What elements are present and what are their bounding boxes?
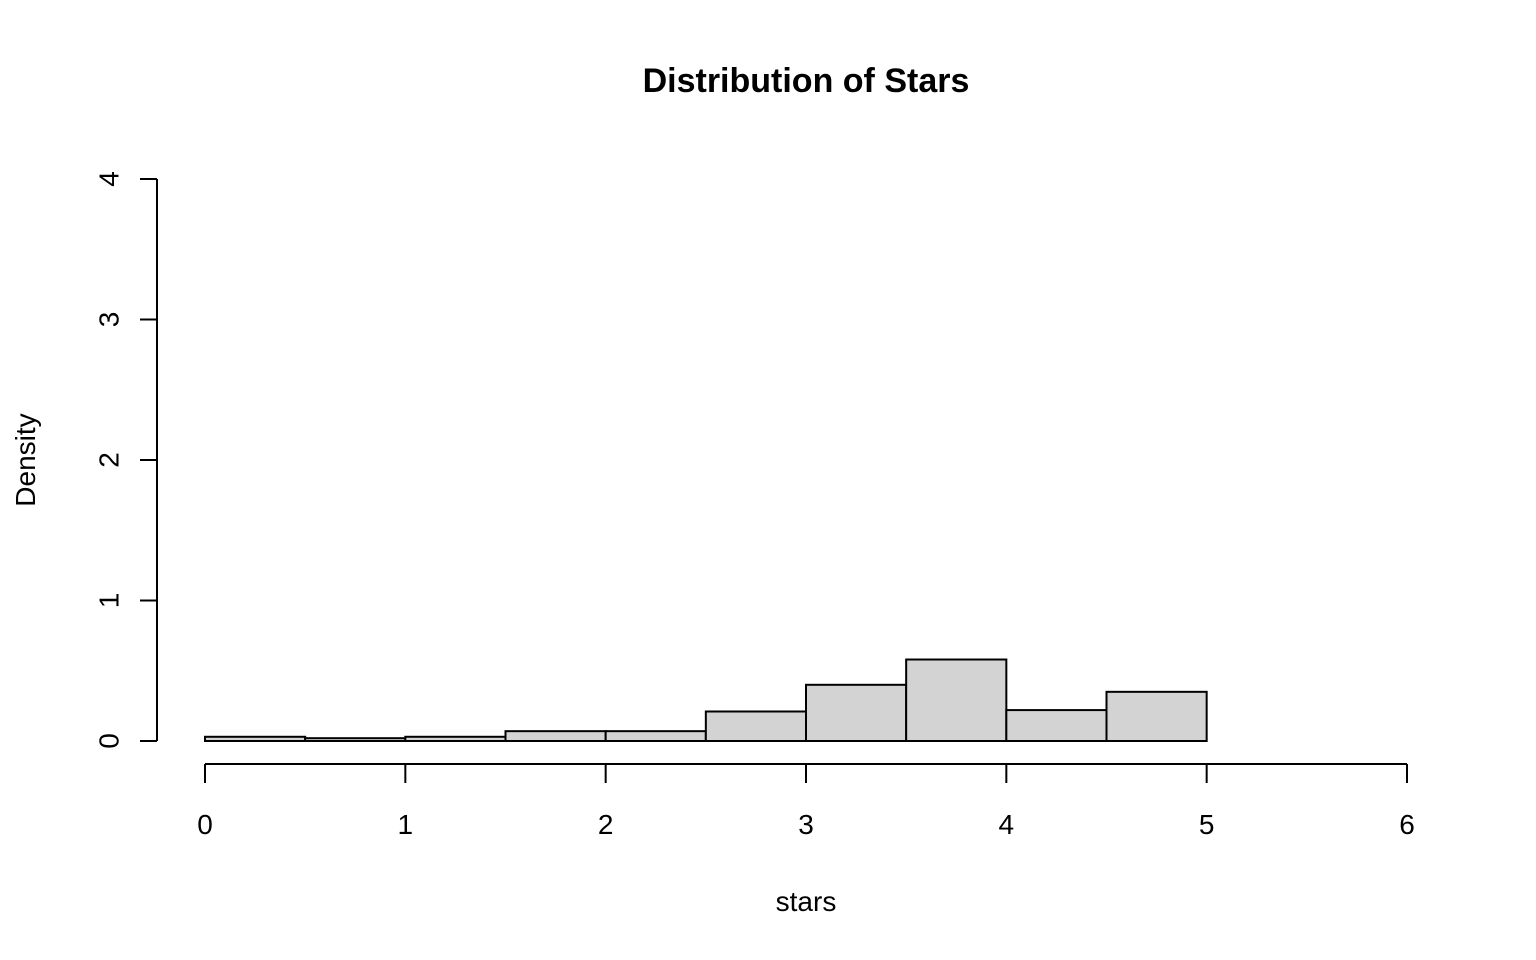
x-axis-title: stars: [776, 886, 837, 917]
histogram-bars: [204, 658, 1208, 743]
histogram-bar-3: [504, 730, 607, 742]
y-tick-label-3: 3: [93, 312, 124, 328]
y-tick-label-2: 2: [93, 452, 124, 468]
x-tick-label-2: 2: [598, 809, 614, 840]
histogram-bar-5: [704, 710, 807, 742]
y-tick-label-4: 4: [93, 171, 124, 187]
y-axis-title: Density: [10, 413, 41, 506]
y-axis: 0 1 2 3 4: [93, 171, 158, 749]
x-tick-label-6: 6: [1399, 809, 1415, 840]
chart-title: Distribution of Stars: [643, 62, 970, 100]
histogram-bar-1: [304, 737, 407, 743]
histogram-bar-6: [805, 683, 908, 742]
x-tick-label-4: 4: [999, 809, 1015, 840]
histogram-bar-4: [604, 730, 707, 742]
x-tick-label-3: 3: [798, 809, 814, 840]
x-tick-label-0: 0: [197, 809, 213, 840]
x-tick-label-5: 5: [1199, 809, 1215, 840]
histogram-bar-7: [905, 658, 1008, 743]
x-tick-label-1: 1: [398, 809, 414, 840]
y-tick-label-1: 1: [93, 593, 124, 609]
y-tick-label-0: 0: [93, 733, 124, 749]
histogram-bar-0: [204, 735, 307, 742]
histogram-bar-8: [1005, 709, 1108, 743]
histogram-bar-9: [1105, 690, 1208, 743]
histogram-bar-2: [404, 735, 507, 742]
x-axis: 0 1 2 3 4 5 6: [197, 763, 1415, 840]
